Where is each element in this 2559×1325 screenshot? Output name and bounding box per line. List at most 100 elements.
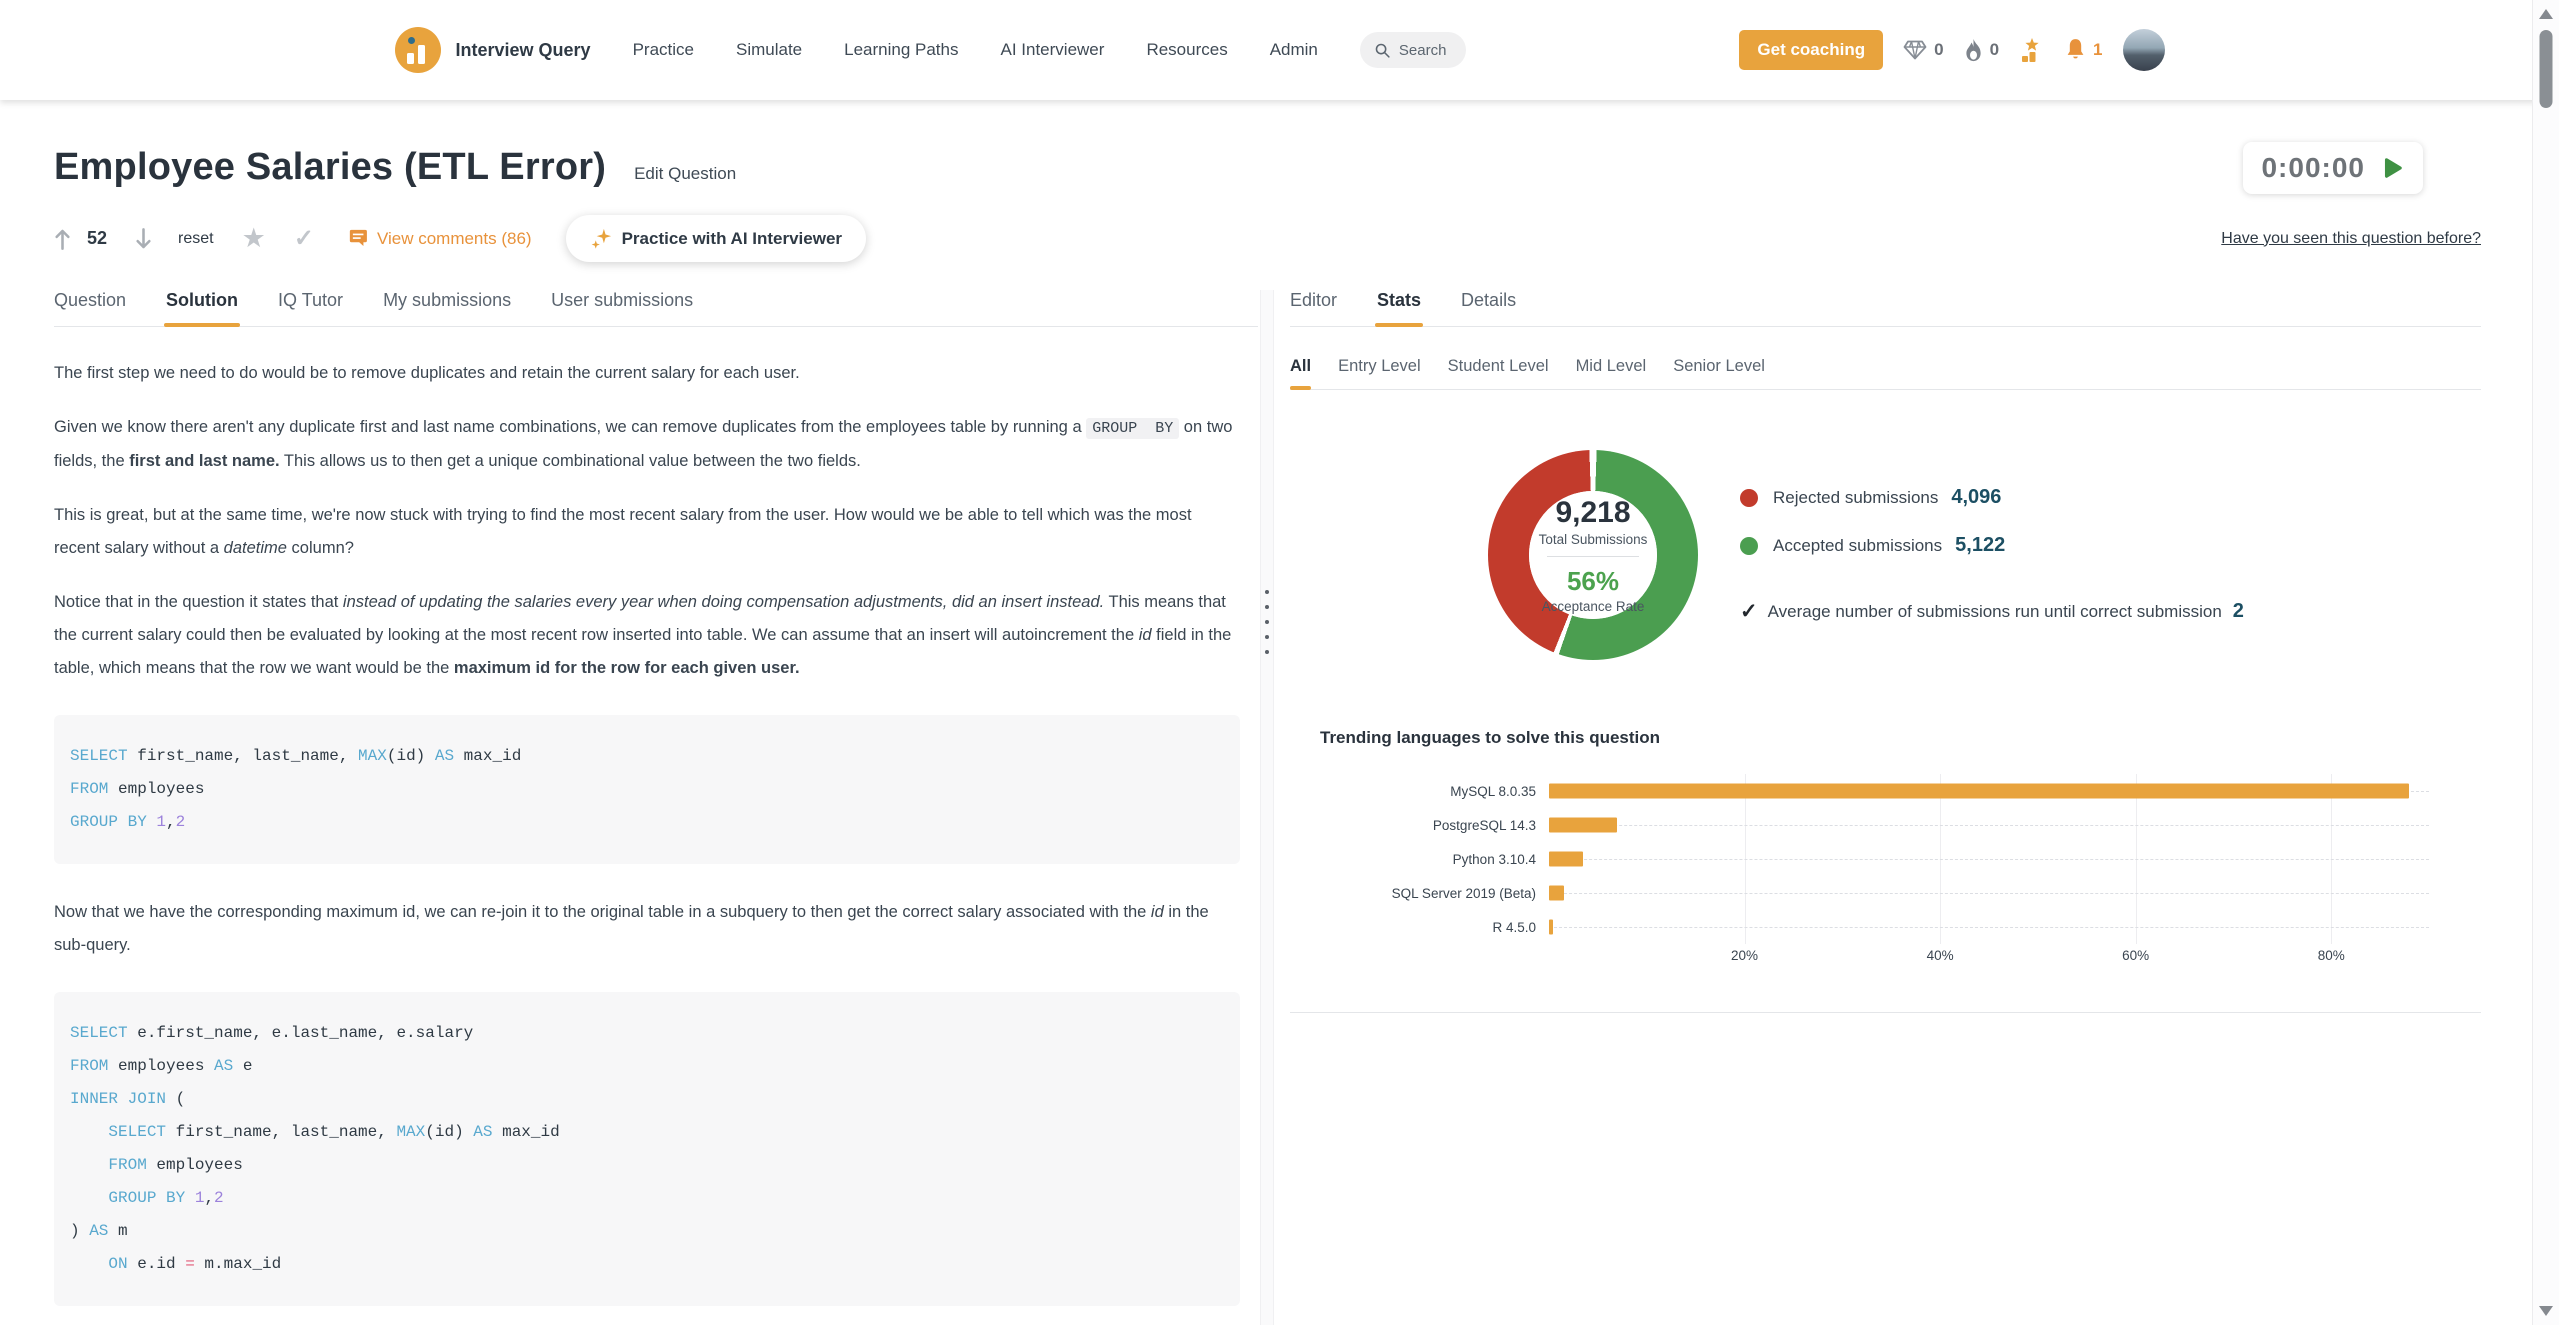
diamond-count: 0 (1934, 40, 1944, 59)
axis-tick-label: 40% (1926, 948, 1954, 963)
play-button[interactable] (2379, 155, 2405, 181)
diamond-counter[interactable]: 0 (1903, 40, 1944, 60)
filter-all[interactable]: All (1290, 357, 1312, 390)
nav-link-admin[interactable]: Admin (1269, 40, 1318, 59)
filter-senior-level[interactable]: Senior Level (1673, 357, 1765, 375)
leaderboard-star-icon (2019, 37, 2045, 63)
scroll-up-arrow-icon[interactable] (2539, 9, 2553, 19)
acceptance-rate-label: Acceptance Rate (1541, 599, 1645, 614)
tab-stats[interactable]: Stats (1375, 290, 1424, 327)
view-comments-button[interactable]: View comments (86) (346, 228, 532, 250)
text-segment: id (1150, 903, 1164, 921)
code-token (70, 1123, 108, 1141)
text-segment: Notice that in the question it states th… (54, 593, 343, 611)
stats-panel: Editor Stats Details All Entry Level Student… (1290, 290, 2481, 1325)
chart-row-r-4-5-0: R 4.5.0 (1290, 910, 2481, 944)
search-button[interactable]: Search (1359, 32, 1467, 68)
stats-bottom-divider (1290, 1012, 2481, 1013)
right-tabs: Editor Stats Details (1290, 290, 2481, 327)
code-token (185, 1189, 195, 1207)
notifications-button[interactable]: 1 (2065, 38, 2103, 62)
code-token (70, 1189, 108, 1207)
submissions-summary: 9,218 Total Submissions 56% Acceptance R… (1488, 450, 2481, 660)
filter-student-level[interactable]: Student Level (1447, 357, 1549, 375)
nav-link-simulate[interactable]: Simulate (735, 40, 803, 59)
nav-link-practice[interactable]: Practice (632, 40, 694, 59)
filter-entry-level[interactable]: Entry Level (1338, 357, 1421, 375)
tab-solution[interactable]: Solution (164, 290, 241, 327)
nav-link-ai-interviewer[interactable]: AI Interviewer (1000, 40, 1105, 59)
tab-details[interactable]: Details (1461, 290, 1517, 310)
left-tabs: Question Solution IQ Tutor My submissions Us… (54, 290, 1258, 327)
code-token: FROM (70, 1057, 109, 1075)
code-token: GROUP BY (108, 1189, 186, 1207)
edit-question-link[interactable]: Edit Question (634, 164, 737, 183)
interview-query-logo-icon[interactable] (394, 27, 441, 73)
total-submissions-label: Total Submissions (1538, 532, 1648, 547)
code-token: AS (214, 1057, 234, 1075)
filter-mid-level[interactable]: Mid Level (1575, 357, 1647, 375)
paragraph: Now that we have the corresponding maxim… (54, 896, 1240, 962)
practice-ai-interviewer-button[interactable]: Practice with AI Interviewer (565, 215, 867, 262)
code-token: FROM (108, 1156, 147, 1174)
code-token: MAX (358, 747, 387, 765)
code-token (70, 1156, 108, 1174)
acceptance-rate-value: 56% (1566, 566, 1620, 596)
downvote-button[interactable] (135, 227, 152, 251)
code-token: (id) (425, 1123, 474, 1141)
code-line: INNER JOIN ( (70, 1083, 1224, 1116)
user-avatar[interactable] (2122, 29, 2165, 71)
code-token: ON (108, 1255, 128, 1273)
code-token: MAX (396, 1123, 426, 1141)
flame-count: 0 (1989, 40, 2000, 59)
get-coaching-button[interactable]: Get coaching (1739, 30, 1884, 70)
tab-iq-tutor[interactable]: IQ Tutor (278, 290, 344, 310)
nav-link-resources[interactable]: Resources (1146, 40, 1228, 59)
bar-chart-rows: MySQL 8.0.35 PostgreSQL 14.3 Python 3.10.4… (1290, 774, 2481, 944)
code-token: ( (166, 1090, 186, 1108)
submissions-donut-chart: 9,218 Total Submissions 56% Acceptance R… (1488, 450, 1698, 660)
page-scrollbar[interactable] (2532, 0, 2559, 1325)
code-line: GROUP BY 1,2 (70, 1182, 1224, 1215)
navbar-inner: Interview Query Practice Simulate Learning… (394, 0, 2165, 100)
brand-name[interactable]: Interview Query (455, 39, 591, 60)
nav-link-learning-paths[interactable]: Learning Paths (844, 40, 959, 59)
paragraph: Notice that in the question it states th… (54, 586, 1240, 685)
diamond-icon (1903, 40, 1927, 60)
panel-resize-handle[interactable] (1260, 290, 1274, 1325)
code-token: INNER JOIN (70, 1090, 167, 1108)
inline-code: GROUP BY (1086, 418, 1180, 439)
upvote-button[interactable] (54, 227, 71, 251)
reset-vote-link[interactable]: reset (178, 229, 214, 247)
tab-user-submissions[interactable]: User submissions (551, 290, 694, 310)
favorite-star-button[interactable]: ★ (241, 223, 266, 253)
dash-gridline (1549, 825, 2429, 826)
code-token: max_id (492, 1123, 560, 1141)
streak-counter[interactable]: 0 (1964, 38, 1999, 62)
bar-category-label: SQL Server 2019 (Beta) (1391, 885, 1536, 901)
scrollbar-thumb[interactable] (2539, 30, 2553, 108)
chart-row-postgresql-14-3: PostgreSQL 14.3 (1290, 808, 2481, 842)
donut-divider (1547, 556, 1639, 557)
timer-value: 0:00:00 (2261, 152, 2365, 183)
timer-card: 0:00:00 (2243, 142, 2423, 194)
tab-editor[interactable]: Editor (1290, 290, 1338, 310)
text-segment: on two fields, the (54, 418, 1233, 470)
tab-my-submissions[interactable]: My submissions (383, 290, 512, 310)
code-token: employees (108, 1057, 215, 1075)
solution-flow: The first step we need to do would be to… (54, 357, 1240, 1306)
practice-ai-label: Practice with AI Interviewer (621, 228, 843, 248)
code-token: AS (434, 747, 455, 765)
tab-question[interactable]: Question (54, 290, 127, 310)
mark-complete-button[interactable]: ✓ (293, 224, 314, 252)
leaderboard-button[interactable] (2019, 37, 2045, 63)
code-token: e.first_name, e.last_name, e.salary (127, 1024, 474, 1042)
code-token: first_name, last_name, (127, 747, 359, 765)
bar (1549, 851, 1584, 867)
dash-gridline (1549, 927, 2429, 928)
paragraph: Given we know there aren't any duplicate… (54, 411, 1240, 478)
scroll-down-arrow-icon[interactable] (2539, 1306, 2553, 1316)
bar-plot (1549, 876, 2429, 910)
paragraph: The first step we need to do would be to… (54, 357, 1240, 390)
seen-before-link[interactable]: Have you seen this question before? (2221, 229, 2481, 247)
